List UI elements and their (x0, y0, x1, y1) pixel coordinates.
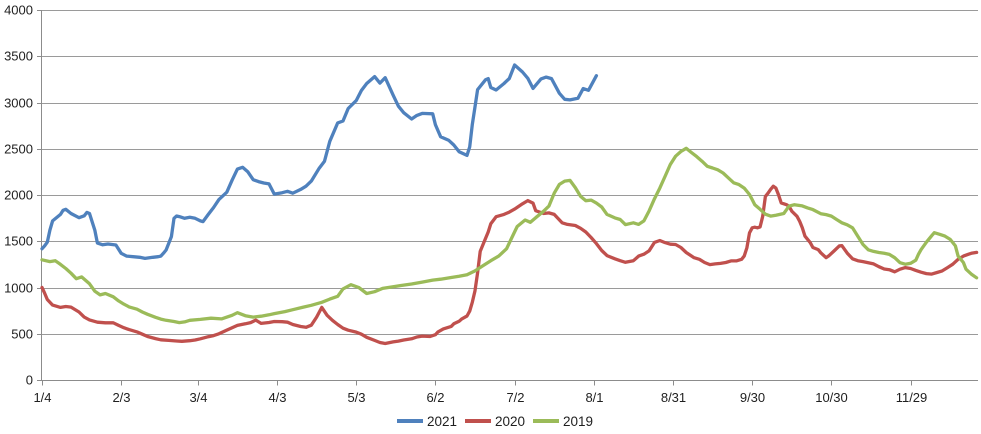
series-line-2021[interactable] (40, 63, 599, 261)
x-axis-label: 11/29 (896, 390, 928, 405)
x-axis-label: 8/31 (661, 390, 686, 405)
legend-label-2021: 2021 (427, 414, 457, 429)
x-axis-label: 9/30 (740, 390, 765, 405)
legend-item-2021[interactable]: 2021 (397, 414, 457, 429)
series-line-2020[interactable] (40, 184, 979, 346)
x-axis-label: 1/4 (33, 390, 51, 405)
y-axis-label: 2000 (4, 188, 33, 203)
y-axis-label: 500 (11, 327, 33, 342)
legend: 2021 2020 2019 (397, 414, 593, 429)
y-axis-label: 1000 (4, 281, 33, 296)
legend-label-2019: 2019 (563, 414, 593, 429)
x-axis-label: 10/30 (815, 390, 848, 405)
legend-label-2020: 2020 (495, 414, 525, 429)
x-axis-label: 3/4 (189, 390, 207, 405)
x-axis-label: 8/1 (585, 390, 603, 405)
series-layer (40, 63, 979, 346)
x-axis-label: 7/2 (506, 390, 524, 405)
x-axis-label: 6/2 (426, 390, 444, 405)
y-axis-label: 4000 (4, 3, 33, 18)
y-axis-label: 1500 (4, 234, 33, 249)
x-axis-label: 2/3 (112, 390, 130, 405)
series-line-2019[interactable] (40, 146, 979, 325)
y-axis-label: 3500 (4, 49, 33, 64)
y-axis-label: 0 (26, 373, 33, 388)
x-axis-label: 4/3 (268, 390, 286, 405)
legend-item-2020[interactable]: 2020 (465, 414, 525, 429)
gridlines (42, 10, 978, 335)
y-axis: 0 500 1000 1500 2000 2500 3000 3500 4000 (4, 3, 42, 388)
y-axis-label: 3000 (4, 96, 33, 111)
legend-item-2019[interactable]: 2019 (533, 414, 593, 429)
y-axis-label: 2500 (4, 142, 33, 157)
x-axis: 1/4 2/3 3/4 4/3 5/3 6/2 7/2 8/1 8/31 9/30 10/30 11/… (33, 380, 928, 405)
x-axis-label: 5/3 (347, 390, 365, 405)
